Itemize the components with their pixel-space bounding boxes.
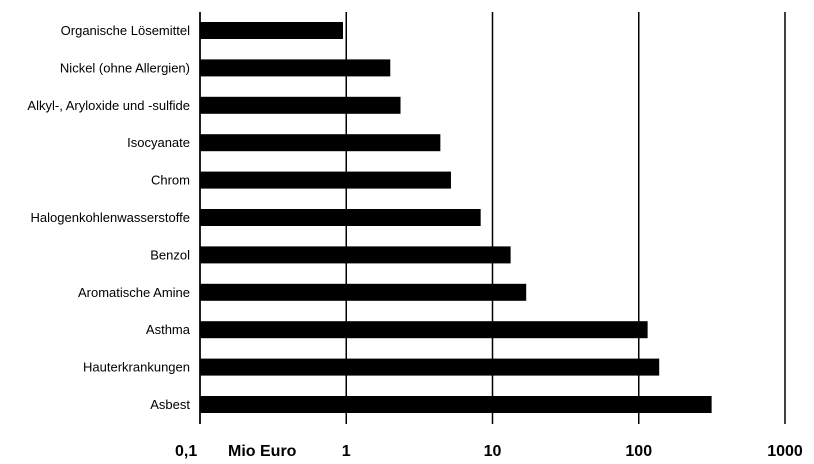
x-tick-label-4: 1000 — [767, 443, 803, 460]
bar-7 — [200, 283, 527, 301]
bar-4 — [200, 171, 451, 189]
bar-6 — [200, 246, 511, 264]
bar-0 — [200, 22, 343, 39]
x-tick-labels: 0,1 1 10 100 1000 — [175, 443, 803, 460]
bar-9 — [200, 358, 660, 376]
category-label-8: Asthma — [146, 322, 191, 337]
x-axis-label: Mio Euro — [228, 443, 297, 460]
bar-3 — [200, 134, 441, 152]
category-label-10: Asbest — [150, 397, 190, 412]
bar-1 — [200, 59, 391, 77]
category-label-0: Organische Lösemittel — [61, 23, 190, 38]
category-label-5: Halogenkohlenwasserstoffe — [31, 210, 190, 225]
bar-2 — [200, 96, 401, 114]
bar-5 — [200, 209, 481, 226]
category-label-2: Alkyl-, Aryloxide und -sulfide — [27, 98, 190, 113]
bar-10 — [200, 396, 712, 413]
category-label-4: Chrom — [151, 173, 190, 188]
x-tick-label-1: 1 — [342, 443, 351, 460]
x-tick-label-2: 10 — [484, 443, 502, 460]
category-label-7: Aromatische Amine — [78, 285, 190, 300]
x-tick-label-3: 100 — [625, 443, 652, 460]
category-labels: Organische Lösemittel Nickel (ohne Allerg… — [27, 23, 190, 412]
category-label-3: Isocyanate — [127, 135, 190, 150]
bar-8 — [200, 321, 648, 339]
bars — [200, 22, 712, 413]
category-label-1: Nickel (ohne Allergien) — [60, 60, 190, 75]
category-label-9: Hauterkrankungen — [83, 360, 190, 375]
x-tick-label-0: 0,1 — [175, 443, 197, 460]
category-label-6: Benzol — [150, 247, 190, 262]
